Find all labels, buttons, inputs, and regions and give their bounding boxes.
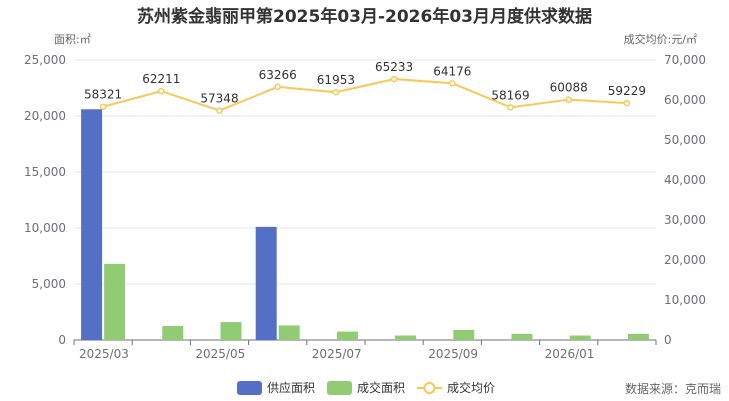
price-point — [390, 75, 398, 83]
right-tick-label: 10,000 — [664, 293, 706, 307]
sold-bar — [511, 333, 533, 340]
sold-bar — [278, 325, 300, 340]
sold-bar — [220, 322, 242, 340]
supply-bar — [255, 226, 277, 340]
legend-item-sold[interactable]: 成交面积 — [327, 379, 405, 396]
price-point — [507, 104, 514, 111]
left-tick-label: 0 — [58, 333, 66, 347]
price-line — [102, 78, 627, 112]
legend-item-price[interactable]: 成交均价 — [417, 379, 495, 396]
sold-bar — [395, 335, 417, 340]
right-tick-label: 40,000 — [664, 173, 706, 187]
price-point — [449, 80, 456, 87]
legend-label: 成交均价 — [447, 381, 496, 395]
right-tick-label: 30,000 — [664, 213, 706, 227]
price-data-label: 57348 — [200, 92, 238, 106]
right-tick-label: 0 — [664, 333, 672, 347]
left-axis-label: 面积:㎡ — [54, 33, 91, 46]
price-data-label: 58169 — [491, 88, 529, 102]
price-data-label: 60088 — [550, 81, 588, 95]
left-tick-label: 25,000 — [24, 53, 66, 67]
left-tick-label: 5,000 — [32, 277, 66, 291]
x-tick-label: 2025/09 — [428, 347, 478, 361]
legend-label: 成交面积 — [357, 381, 406, 395]
supply-bar — [81, 109, 103, 340]
right-tick-label: 20,000 — [664, 253, 706, 267]
left-tick-label: 10,000 — [24, 221, 66, 235]
sold-bar — [569, 335, 591, 340]
price-data-label: 63266 — [259, 68, 297, 82]
price-data-label: 65233 — [375, 60, 413, 74]
x-tick-label: 2025/03 — [79, 347, 129, 361]
x-tick-label: 2025/05 — [195, 347, 245, 361]
legend-item-supply[interactable]: 供应面积 — [237, 379, 315, 396]
price-point — [565, 96, 572, 103]
right-axis-label: 成交均价:元/㎡ — [623, 33, 697, 46]
x-tick-label: 2025/07 — [312, 347, 362, 361]
price-point — [158, 87, 165, 95]
chart-title: 苏州紫金翡丽甲第2025年03月-2026年03月月度供求数据 — [137, 7, 592, 27]
legend-label: 供应面积 — [267, 381, 316, 395]
right-tick-label: 50,000 — [664, 133, 706, 147]
data-source: 数据来源：克而瑞 — [624, 382, 721, 396]
legend-swatch — [327, 380, 353, 395]
price-point — [216, 107, 223, 114]
price-data-label: 64176 — [433, 64, 471, 78]
sold-bar — [336, 331, 358, 340]
legend: 供应面积 成交面积 成交均价 — [237, 379, 495, 396]
legend-swatch — [237, 380, 262, 395]
sold-bar — [104, 263, 126, 340]
price-data-label: 59229 — [608, 84, 646, 98]
sold-bar — [627, 333, 649, 340]
price-point — [99, 103, 107, 110]
right-tick-label: 70,000 — [664, 53, 706, 67]
x-tick-label: 2026/01 — [545, 347, 595, 361]
left-tick-label: 20,000 — [24, 109, 66, 123]
price-data-label: 61953 — [317, 73, 355, 87]
price-point — [274, 83, 281, 91]
price-point — [623, 99, 631, 107]
price-data-label: 62211 — [142, 72, 180, 86]
sold-bar — [453, 329, 475, 340]
legend-line-icon — [417, 381, 443, 394]
right-tick-label: 60,000 — [664, 93, 706, 107]
sold-bar — [162, 326, 184, 340]
price-data-label: 58321 — [84, 88, 122, 102]
left-tick-label: 15,000 — [24, 165, 66, 179]
price-point — [332, 88, 340, 96]
